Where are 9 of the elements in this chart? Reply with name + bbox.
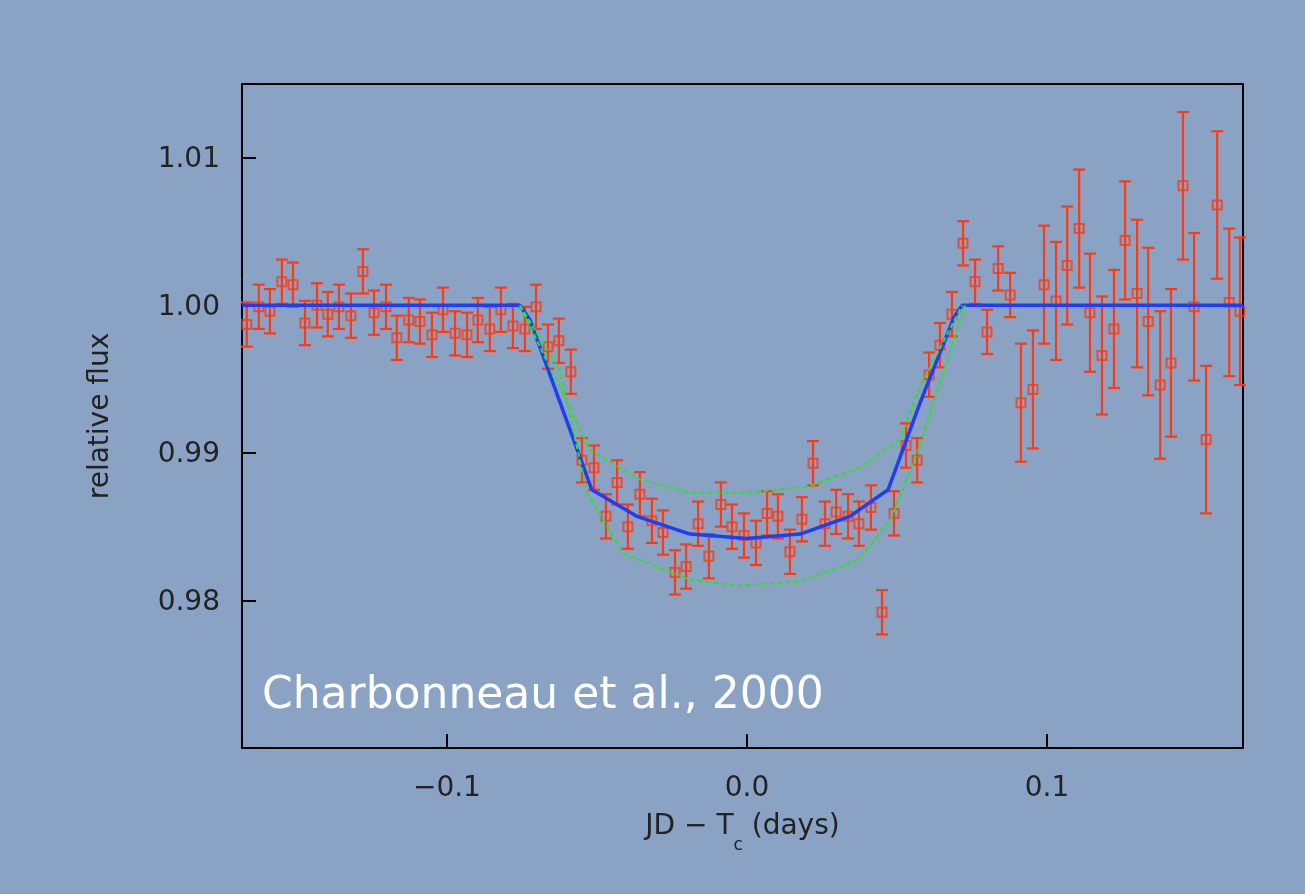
x-tick-label: −0.1: [412, 769, 481, 803]
x-tick-label: 0.1: [1024, 769, 1070, 803]
y-tick-label: 1.01: [157, 141, 220, 175]
y-axis-title: relative flux: [81, 332, 115, 500]
annotation: Charbonneau et al., 2000: [262, 666, 824, 718]
y-tick-label: 0.99: [157, 436, 220, 470]
y-tick-label: 1.00: [157, 288, 220, 322]
y-tick-label: 0.98: [157, 583, 220, 617]
x-tick-label: 0.0: [724, 769, 770, 803]
